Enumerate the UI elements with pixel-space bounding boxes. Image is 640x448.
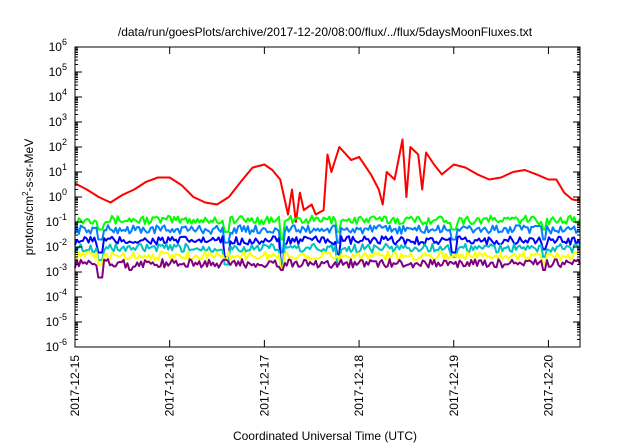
x-tick-label: 2017-12-19 <box>447 355 461 417</box>
y-tick-label: 10-4 <box>46 287 67 304</box>
plot-frame <box>74 46 581 348</box>
series-line-4 <box>74 242 581 269</box>
y-tick-label: 105 <box>49 62 67 79</box>
y-tick-label: 10-1 <box>46 212 67 229</box>
x-axis-label: Coordinated Universal Time (UTC) <box>233 429 417 443</box>
y-tick-label: 10-2 <box>46 237 67 254</box>
y-axis-label: protons/cm2-s-sr-MeV <box>21 139 36 255</box>
x-tick-label: 2017-12-20 <box>541 355 555 417</box>
x-tick-label: 2017-12-18 <box>352 355 366 417</box>
series-line-6 <box>74 258 581 279</box>
series-line-1 <box>74 214 581 241</box>
y-tick-label: 10-6 <box>46 337 67 354</box>
y-axis: 10-6 10-5 10-4 10-3 10-2 10-1 100 101 102 103 104 1… <box>46 37 580 354</box>
y-tick-label: 104 <box>49 87 67 104</box>
y-tick-label: 10-5 <box>46 312 67 329</box>
y-tick-label: 103 <box>49 112 67 129</box>
y-tick-label: 106 <box>49 37 67 54</box>
series-line-5 <box>74 250 581 271</box>
x-tick-label: 2017-12-15 <box>68 355 82 417</box>
y-tick-label: 102 <box>49 137 67 154</box>
series-line-3 <box>74 235 581 266</box>
y-axis-label-main: protons/cm <box>22 196 36 255</box>
series-line-2 <box>74 224 581 254</box>
y-axis-label-rest: -s-sr-MeV <box>22 139 36 192</box>
y-tick-label: 100 <box>49 187 67 204</box>
series-line-0 <box>74 138 581 223</box>
x-axis: 2017-12-15 2017-12-16 2017-12-17 2017-12-18… <box>68 47 555 416</box>
y-axis-label-sup: 2 <box>21 191 30 196</box>
y-tick-label: 10-3 <box>46 262 67 279</box>
series-layer <box>74 138 581 279</box>
x-tick-label: 2017-12-16 <box>163 355 177 417</box>
x-tick-label: 2017-12-17 <box>257 355 271 417</box>
chart-title: /data/run/goesPlots/archive/2017-12-20/0… <box>118 25 533 39</box>
y-tick-label: 101 <box>49 162 67 179</box>
